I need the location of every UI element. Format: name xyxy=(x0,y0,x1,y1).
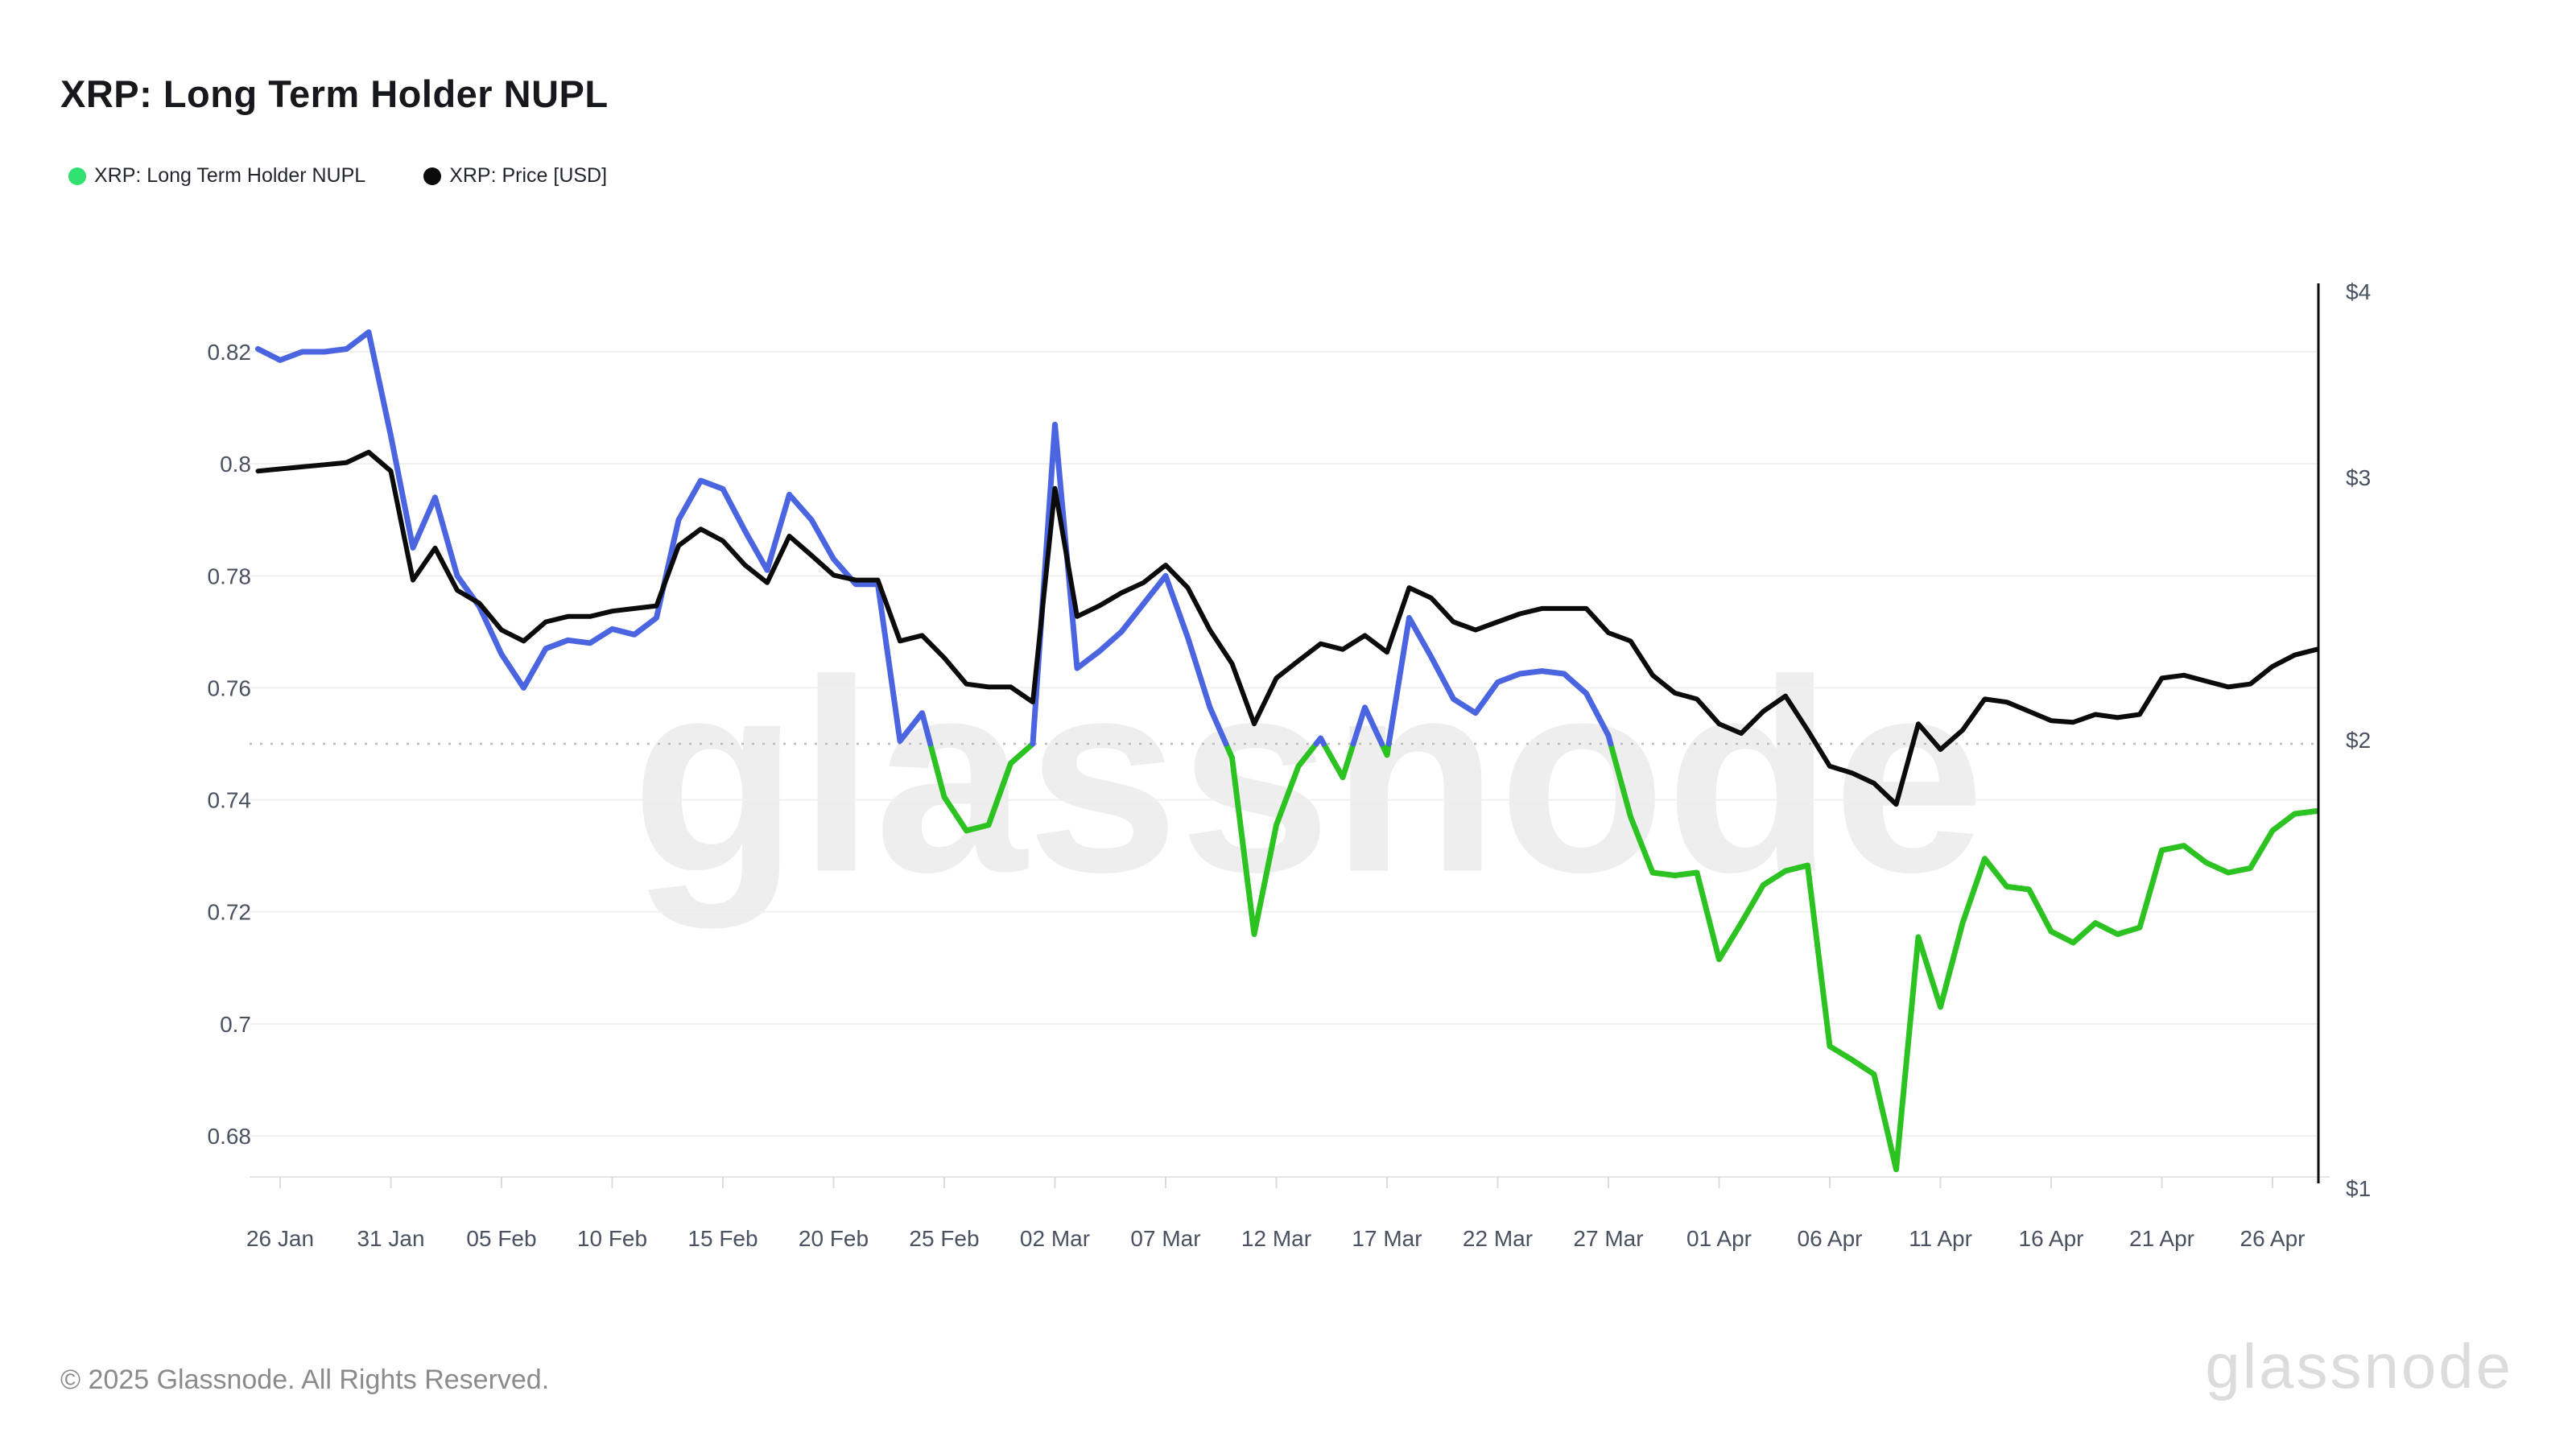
svg-text:0.74: 0.74 xyxy=(208,788,252,813)
svg-text:0.78: 0.78 xyxy=(208,564,252,588)
legend-label-nupl: XRP: Long Term Holder NUPL xyxy=(94,164,366,187)
svg-text:20 Feb: 20 Feb xyxy=(799,1226,869,1251)
legend-item-price[interactable]: XRP: Price [USD] xyxy=(423,164,607,188)
svg-text:0.7: 0.7 xyxy=(220,1012,251,1037)
svg-text:10 Feb: 10 Feb xyxy=(577,1226,647,1251)
svg-text:21 Apr: 21 Apr xyxy=(2129,1226,2194,1251)
svg-text:01 Apr: 01 Apr xyxy=(1686,1226,1752,1251)
y-axis-left-labels: 0.82 0.8 0.78 0.76 0.74 0.72 0.7 0.68 xyxy=(208,340,252,1149)
chart-legend: XRP: Long Term Holder NUPL XRP: Price [U… xyxy=(68,164,607,188)
svg-text:15 Feb: 15 Feb xyxy=(687,1226,758,1251)
svg-text:$1: $1 xyxy=(2346,1176,2371,1201)
svg-text:22 Mar: 22 Mar xyxy=(1463,1226,1533,1251)
svg-text:$2: $2 xyxy=(2346,728,2371,753)
legend-item-nupl[interactable]: XRP: Long Term Holder NUPL xyxy=(68,164,365,188)
page-title: XRP: Long Term Holder NUPL xyxy=(60,72,609,116)
svg-text:0.76: 0.76 xyxy=(208,675,252,700)
svg-text:0.82: 0.82 xyxy=(208,340,252,365)
nupl-line-blue xyxy=(255,329,1614,747)
svg-text:0.72: 0.72 xyxy=(208,900,252,925)
footer-copyright: © 2025 Glassnode. All Rights Reserved. xyxy=(60,1364,550,1395)
svg-text:26 Jan: 26 Jan xyxy=(246,1226,314,1251)
svg-text:25 Feb: 25 Feb xyxy=(909,1226,979,1251)
x-axis-labels: 26 Jan 31 Jan 05 Feb 10 Feb 15 Feb 20 Feb 25 F… xyxy=(246,1226,2306,1251)
svg-text:26 Apr: 26 Apr xyxy=(2240,1226,2306,1251)
svg-text:07 Mar: 07 Mar xyxy=(1130,1226,1200,1251)
y-axis-right-labels: $4 $3 $2 $1 xyxy=(2346,279,2371,1201)
svg-text:0.8: 0.8 xyxy=(220,452,251,477)
glassnode-watermark: glassnode xyxy=(631,623,1985,930)
svg-text:06 Apr: 06 Apr xyxy=(1798,1226,1863,1251)
svg-text:27 Mar: 27 Mar xyxy=(1573,1226,1643,1251)
svg-text:16 Apr: 16 Apr xyxy=(2019,1226,2084,1251)
svg-text:31 Jan: 31 Jan xyxy=(357,1226,424,1251)
glassnode-logo: glassnode xyxy=(2205,1331,2513,1402)
legend-dot-price-icon xyxy=(423,167,442,185)
price-line xyxy=(255,449,2319,807)
svg-text:02 Mar: 02 Mar xyxy=(1020,1226,1090,1251)
svg-text:$3: $3 xyxy=(2346,465,2371,490)
svg-text:0.68: 0.68 xyxy=(208,1124,252,1149)
svg-text:05 Feb: 05 Feb xyxy=(466,1226,536,1251)
x-tick-marks xyxy=(279,1177,2273,1188)
svg-text:17 Mar: 17 Mar xyxy=(1352,1226,1422,1251)
svg-text:$4: $4 xyxy=(2346,279,2371,304)
gridlines xyxy=(250,351,2318,1137)
svg-text:12 Mar: 12 Mar xyxy=(1241,1226,1311,1251)
legend-dot-nupl-icon xyxy=(68,167,86,185)
nupl-line-green xyxy=(927,741,2320,1173)
legend-label-price: XRP: Price [USD] xyxy=(449,164,608,187)
svg-text:11 Apr: 11 Apr xyxy=(1909,1226,1972,1251)
